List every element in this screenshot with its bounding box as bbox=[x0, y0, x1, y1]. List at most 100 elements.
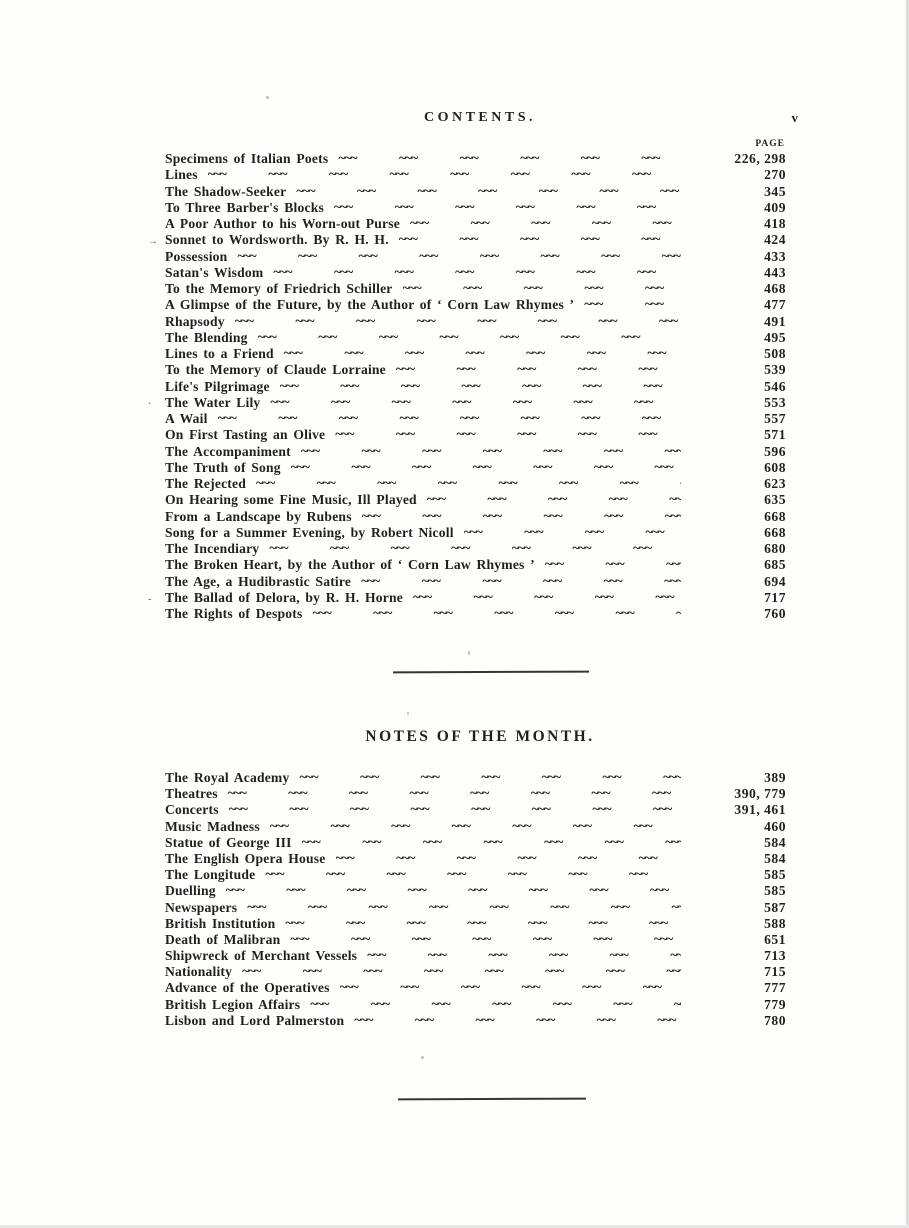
entry-title: Lisbon and Lord Palmerston bbox=[165, 1012, 345, 1028]
toc-row: Lisbon and Lord Palmerston ~~~ ~~~ ~~~ ~… bbox=[148, 1011, 786, 1029]
entry-page-number: 424 bbox=[764, 232, 786, 248]
entry-page-number: 468 bbox=[764, 281, 786, 296]
dot-leader: ~~~ ~~~ ~~~ ~~~ ~~~ ~~~ ~~~ ~~~ ~~~ ~~~ … bbox=[234, 312, 681, 328]
toc-row: The Incendiary ~~~ ~~~ ~~~ ~~~ ~~~ ~~~ ~… bbox=[148, 540, 786, 557]
toc-row: The Longitude ~~~ ~~~ ~~~ ~~~ ~~~ ~~~ ~~… bbox=[148, 866, 786, 883]
entry-page-number: 433 bbox=[764, 248, 786, 264]
entry-title: Statue of George III bbox=[165, 834, 292, 850]
entry-title: The Ballad of Delora, by R. H. Horne bbox=[165, 589, 403, 605]
toc-row: ‐ The Ballad of Delora, by R. H. Horne ~… bbox=[148, 589, 786, 606]
scan-speck bbox=[407, 712, 409, 715]
entry-page-number: 270 bbox=[764, 167, 786, 183]
footer-divider-rule bbox=[397, 1097, 587, 1101]
toc-row: Duelling ~~~ ~~~ ~~~ ~~~ ~~~ ~~~ ~~~ ~~~… bbox=[148, 882, 786, 899]
entry-page-number: 584 bbox=[764, 850, 786, 866]
dot-leader: ~~~ ~~~ ~~~ ~~~ ~~~ ~~~ ~~~ ~~~ ~~~ ~~~ … bbox=[395, 361, 681, 377]
toc-row: Possession ~~~ ~~~ ~~~ ~~~ ~~~ ~~~ ~~~ ~… bbox=[148, 247, 786, 265]
dot-leader: ~~~ ~~~ ~~~ ~~~ ~~~ ~~~ ~~~ ~~~ ~~~ ~~~ … bbox=[256, 475, 681, 490]
toc-row: Death of Malibran ~~~ ~~~ ~~~ ~~~ ~~~ ~~… bbox=[148, 930, 786, 948]
toc-row: Newspapers ~~~ ~~~ ~~~ ~~~ ~~~ ~~~ ~~~ ~… bbox=[148, 898, 786, 916]
entry-page-number: 226, 298 bbox=[734, 151, 786, 166]
entry-title: British Institution bbox=[165, 915, 276, 931]
entry-page-number: 571 bbox=[764, 427, 786, 443]
entry-title: Satan's Wisdom bbox=[165, 264, 264, 280]
dot-leader: ~~~ ~~~ ~~~ ~~~ ~~~ ~~~ ~~~ ~~~ ~~~ ~~~ … bbox=[265, 866, 681, 882]
toc-row: From a Landscape by Rubens ~~~ ~~~ ~~~ ~… bbox=[148, 508, 786, 525]
page-title: CONTENTS. bbox=[423, 110, 537, 125]
toc-row: Specimens of Italian Poets ~~~ ~~~ ~~~ ~… bbox=[148, 150, 786, 167]
entry-page-number: 651 bbox=[764, 931, 786, 947]
entry-page-number: 694 bbox=[764, 573, 786, 589]
entry-page-number: 680 bbox=[764, 541, 786, 556]
entry-title: Rhapsody bbox=[165, 313, 225, 329]
dot-leader: ~~~ ~~~ ~~~ ~~~ ~~~ ~~~ ~~~ ~~~ ~~~ ~~~ … bbox=[398, 231, 681, 247]
entry-page-number: 623 bbox=[764, 476, 786, 491]
entry-page-number: 477 bbox=[764, 297, 786, 313]
toc-row: The Broken Heart, by the Author of ‘ Cor… bbox=[148, 556, 786, 573]
toc-row: The Blending ~~~ ~~~ ~~~ ~~~ ~~~ ~~~ ~~~… bbox=[148, 329, 786, 346]
dot-leader: ~~~ ~~~ ~~~ ~~~ ~~~ ~~~ ~~~ ~~~ ~~~ ~~~ … bbox=[584, 296, 681, 312]
entry-title: Death of Malibran bbox=[165, 931, 281, 947]
entry-title: British Legion Affairs bbox=[165, 996, 301, 1012]
dot-leader: ~~~ ~~~ ~~~ ~~~ ~~~ ~~~ ~~~ ~~~ ~~~ ~~~ … bbox=[290, 458, 681, 474]
entry-title: The Longitude bbox=[165, 867, 256, 883]
entry-title: Shipwreck of Merchant Vessels bbox=[165, 948, 358, 964]
toc-row: The Shadow-Seeker ~~~ ~~~ ~~~ ~~~ ~~~ ~~… bbox=[148, 182, 786, 200]
dot-leader: ~~~ ~~~ ~~~ ~~~ ~~~ ~~~ ~~~ ~~~ ~~~ ~~~ … bbox=[426, 491, 681, 507]
dot-leader: ~~~ ~~~ ~~~ ~~~ ~~~ ~~~ ~~~ ~~~ ~~~ ~~~ … bbox=[296, 182, 681, 198]
toc-row: To Three Barber's Blocks ~~~ ~~~ ~~~ ~~~… bbox=[148, 199, 786, 216]
dot-leader: ~~~ ~~~ ~~~ ~~~ ~~~ ~~~ ~~~ ~~~ ~~~ ~~~ … bbox=[247, 898, 681, 914]
dot-leader: ~~~ ~~~ ~~~ ~~~ ~~~ ~~~ ~~~ ~~~ ~~~ ~~~ … bbox=[301, 833, 681, 849]
entry-title: The Water Lily bbox=[165, 394, 261, 410]
toc-row: → Sonnet to Wordsworth. By R. H. H. ~~~ … bbox=[148, 231, 786, 248]
dot-leader: ~~~ ~~~ ~~~ ~~~ ~~~ ~~~ ~~~ ~~~ ~~~ ~~~ … bbox=[242, 963, 681, 979]
entry-page-number: 585 bbox=[764, 867, 786, 883]
toc-row: British Legion Affairs ~~~ ~~~ ~~~ ~~~ ~… bbox=[148, 996, 786, 1013]
entry-page-number: 685 bbox=[764, 557, 786, 573]
toc-row: British Institution ~~~ ~~~ ~~~ ~~~ ~~~ … bbox=[148, 915, 786, 932]
scan-speck bbox=[468, 651, 470, 655]
entry-page-number: 443 bbox=[764, 264, 786, 280]
entry-title: Sonnet to Wordsworth. By R. H. H. bbox=[165, 232, 389, 248]
entry-title: Lines to a Friend bbox=[165, 346, 274, 361]
entry-page-number: 635 bbox=[764, 492, 786, 508]
entry-title: A Glimpse of the Future, by the Author o… bbox=[165, 297, 575, 313]
scan-speck bbox=[421, 1056, 424, 1059]
toc-row: To the Memory of Claude Lorraine ~~~ ~~~… bbox=[148, 361, 786, 378]
contents-entry-list: Specimens of Italian Poets ~~~ ~~~ ~~~ ~… bbox=[148, 150, 786, 622]
entry-page-number: 409 bbox=[764, 199, 786, 215]
entry-page-number: 391, 461 bbox=[734, 802, 786, 818]
dot-leader: ~~~ ~~~ ~~~ ~~~ ~~~ ~~~ ~~~ ~~~ ~~~ ~~~ … bbox=[361, 572, 681, 588]
entry-page-number: 418 bbox=[764, 216, 786, 231]
dot-leader: ~~~ ~~~ ~~~ ~~~ ~~~ ~~~ ~~~ ~~~ ~~~ ~~~ … bbox=[300, 442, 681, 458]
dot-leader: ~~~ ~~~ ~~~ ~~~ ~~~ ~~~ ~~~ ~~~ ~~~ ~~~ … bbox=[207, 166, 681, 182]
entry-title: To Three Barber's Blocks bbox=[165, 199, 324, 215]
notes-section-heading: NOTES OF THE MONTH. bbox=[365, 728, 595, 745]
toc-row: The Truth of Song ~~~ ~~~ ~~~ ~~~ ~~~ ~~… bbox=[148, 458, 786, 476]
scan-edge bbox=[0, 1225, 909, 1228]
entry-title: To the Memory of Friedrich Schiller bbox=[165, 281, 393, 296]
entry-title: Advance of the Operatives bbox=[165, 980, 330, 996]
scan-edge bbox=[906, 0, 909, 1228]
dot-leader: ~~~ ~~~ ~~~ ~~~ ~~~ ~~~ ~~~ ~~~ ~~~ ~~~ … bbox=[237, 247, 681, 263]
entry-page-number: 760 bbox=[764, 606, 786, 621]
entry-title: Duelling bbox=[165, 883, 216, 899]
entry-title: A Wail bbox=[165, 411, 208, 426]
entry-page-number: 546 bbox=[764, 378, 786, 394]
entry-page-number: 780 bbox=[764, 1012, 786, 1028]
entry-page-number: 596 bbox=[764, 443, 786, 459]
entry-title: The Royal Academy bbox=[165, 770, 290, 785]
entry-title: The English Opera House bbox=[165, 850, 326, 866]
entry-title: The Incendiary bbox=[165, 541, 260, 556]
dot-leader: ~~~ ~~~ ~~~ ~~~ ~~~ ~~~ ~~~ ~~~ ~~~ ~~~ … bbox=[290, 930, 681, 946]
entry-page-number: 587 bbox=[764, 899, 786, 915]
dot-leader: ~~~ ~~~ ~~~ ~~~ ~~~ ~~~ ~~~ ~~~ ~~~ ~~~ … bbox=[354, 1011, 681, 1027]
toc-row: Lines to a Friend ~~~ ~~~ ~~~ ~~~ ~~~ ~~… bbox=[148, 345, 786, 362]
entry-title: Newspapers bbox=[165, 899, 238, 915]
entry-title: Lines bbox=[165, 167, 198, 183]
toc-row: The Age, a Hudibrastic Satire ~~~ ~~~ ~~… bbox=[148, 572, 786, 590]
entry-page-number: 717 bbox=[764, 589, 786, 605]
scan-speck bbox=[266, 96, 269, 99]
entry-title: The Rights of Despots bbox=[165, 606, 303, 621]
